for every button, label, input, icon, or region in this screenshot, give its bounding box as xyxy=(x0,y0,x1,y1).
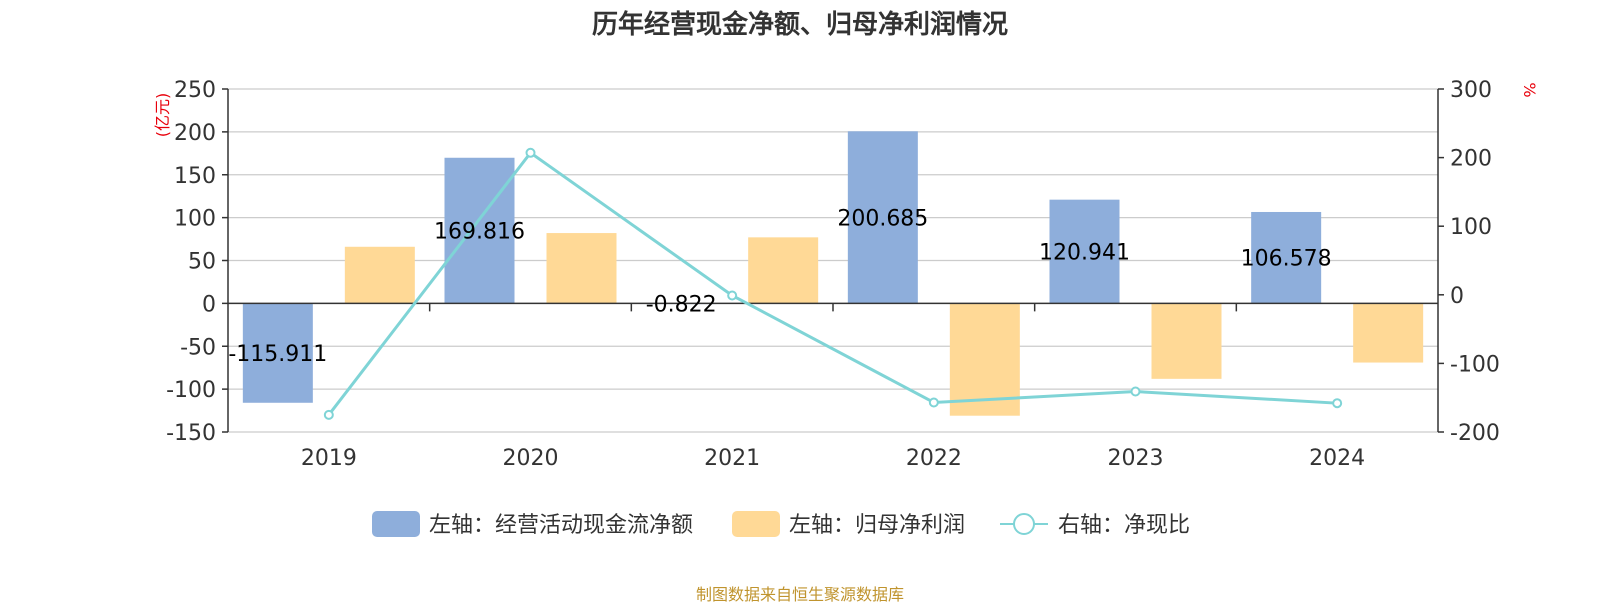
cashflow-bar xyxy=(847,131,918,304)
x-axis-tick-label: 2021 xyxy=(704,446,760,471)
legend-swatch-marker xyxy=(1013,513,1035,535)
cashflow-data-label: 120.941 xyxy=(1039,241,1130,266)
cashflow-data-label: 169.816 xyxy=(434,220,525,245)
cashflow-bar xyxy=(242,303,313,403)
left-axis-tick-label: -100 xyxy=(166,378,216,403)
ratio-line xyxy=(323,147,1343,420)
right-axis-tick-label: 100 xyxy=(1450,215,1492,240)
right-axis-tick-label: 300 xyxy=(1450,78,1492,103)
source-note: 制图数据来自恒生聚源数据库 xyxy=(695,585,904,604)
cashflow-data-label: -115.911 xyxy=(228,342,327,367)
left-axis-tick-label: 50 xyxy=(188,250,216,275)
legend-item-net-profit: 左轴：归母净利润 xyxy=(732,511,965,538)
cashflow-data-label: -0.822 xyxy=(646,293,717,318)
legend-swatch xyxy=(372,511,420,537)
legend-item-ratio: 右轴：净现比 xyxy=(1000,513,1190,538)
left-axis-tick-label: 100 xyxy=(174,207,216,232)
legend: 左轴：经营活动现金流净额 左轴：归母净利润 右轴：净现比 xyxy=(372,511,1190,538)
net-profit-bar xyxy=(748,237,819,304)
x-axis-tick-label: 2020 xyxy=(503,446,559,471)
net-profit-bar xyxy=(546,233,617,304)
cashflow-data-label: 106.578 xyxy=(1241,247,1332,272)
ratio-line-path xyxy=(327,150,1338,416)
ratio-point xyxy=(928,397,939,408)
ratio-point xyxy=(525,147,536,158)
left-axis-tick-label: -50 xyxy=(180,335,216,360)
bar-marks xyxy=(242,131,1424,416)
ratio-point xyxy=(1130,386,1141,397)
right-axis-tick-label: -100 xyxy=(1450,352,1500,377)
cashflow-bar xyxy=(1251,211,1322,304)
legend-label: 左轴：归母净利润 xyxy=(789,513,965,538)
cashflow-bar xyxy=(444,157,515,304)
cashflow-bar xyxy=(1049,199,1120,304)
left-axis-unit: (亿元) xyxy=(153,93,172,138)
x-axis-tick-label: 2023 xyxy=(1108,446,1164,471)
right-axis-tick-label: 0 xyxy=(1450,284,1464,309)
left-axis-tick-label: 200 xyxy=(174,121,216,146)
ratio-point xyxy=(727,290,738,301)
legend-item-cashflow: 左轴：经营活动现金流净额 xyxy=(372,511,693,538)
ratio-point xyxy=(1332,398,1343,409)
legend-swatch xyxy=(732,511,780,537)
x-axis-tick-label: 2024 xyxy=(1309,446,1365,471)
net-profit-bar xyxy=(1151,303,1222,379)
right-axis-tick-label: -200 xyxy=(1450,421,1500,446)
right-axis-tick-label: 200 xyxy=(1450,147,1492,172)
data-labels: -115.911 169.816 -0.822 200.685 120.941 106.5… xyxy=(228,206,1331,367)
legend-label: 左轴：经营活动现金流净额 xyxy=(429,513,693,538)
net-profit-bar xyxy=(344,246,415,304)
left-axis-tick-label: 150 xyxy=(174,164,216,189)
left-axis-tick-label: -150 xyxy=(166,421,216,446)
left-axis-tick-label: 0 xyxy=(202,292,216,317)
axes: 250 200 150 100 50 0 -50 -100 -150 300 200 100 0 -100… xyxy=(153,78,1539,471)
left-axis-tick-label: 250 xyxy=(174,78,216,103)
ratio-point xyxy=(323,409,334,420)
right-axis-unit: % xyxy=(1520,82,1539,97)
chart-title: 历年经营现金净额、归母净利润情况 xyxy=(591,10,1008,40)
net-profit-bar xyxy=(1353,303,1424,363)
x-axis-tick-label: 2022 xyxy=(906,446,962,471)
legend-label: 右轴：净现比 xyxy=(1058,513,1190,538)
x-axis-tick-label: 2019 xyxy=(301,446,357,471)
cashflow-data-label: 200.685 xyxy=(837,206,928,231)
